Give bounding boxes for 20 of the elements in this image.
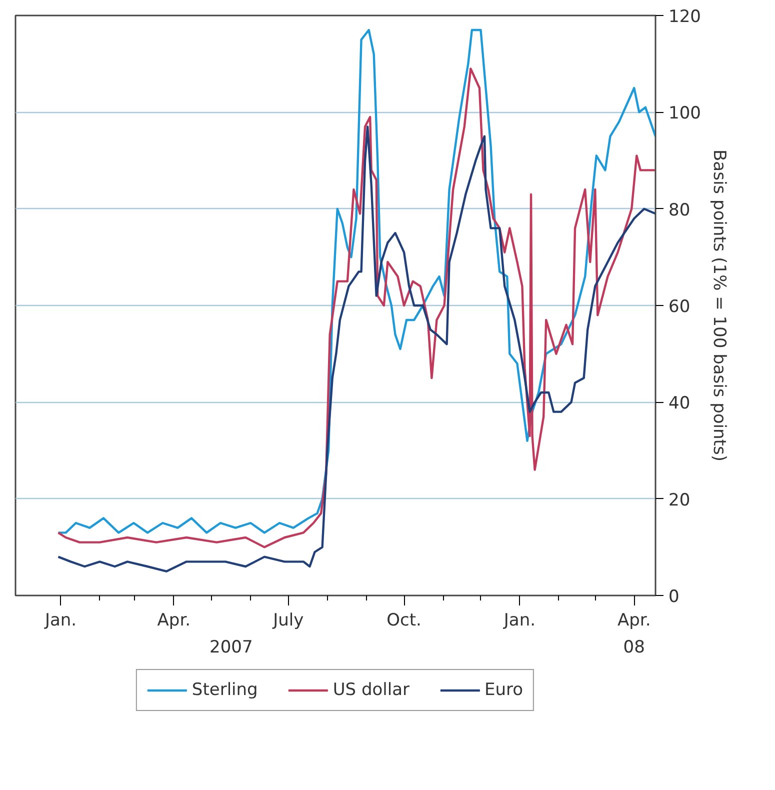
- legend-label: Euro: [484, 680, 524, 700]
- legend-label: US dollar: [332, 680, 410, 700]
- y-tick-label: 100: [668, 104, 701, 124]
- line-series: [57, 126, 656, 572]
- x-tick-label: July: [272, 610, 304, 630]
- text: 08: [623, 638, 645, 658]
- text: 2007: [210, 638, 253, 658]
- x-tick-label: Apr.: [618, 610, 651, 630]
- x-tick-label: Jan.: [44, 610, 77, 630]
- y-tick-label: 20: [668, 490, 690, 510]
- x-tick-label: Apr.: [157, 610, 191, 630]
- y-tick-label: 80: [668, 200, 690, 220]
- x-tick-label: Jan.: [502, 610, 536, 630]
- y-tick-label: 120: [668, 7, 701, 27]
- y-tick-label: 40: [668, 394, 690, 414]
- legend-label: Sterling: [192, 680, 258, 700]
- y-tick-label: 60: [668, 297, 690, 317]
- y-tick-label: 0: [668, 587, 680, 607]
- x-tick-label: Oct.: [386, 610, 422, 630]
- y-axis-title: Basis points (1% = 100 basis points): [708, 150, 729, 462]
